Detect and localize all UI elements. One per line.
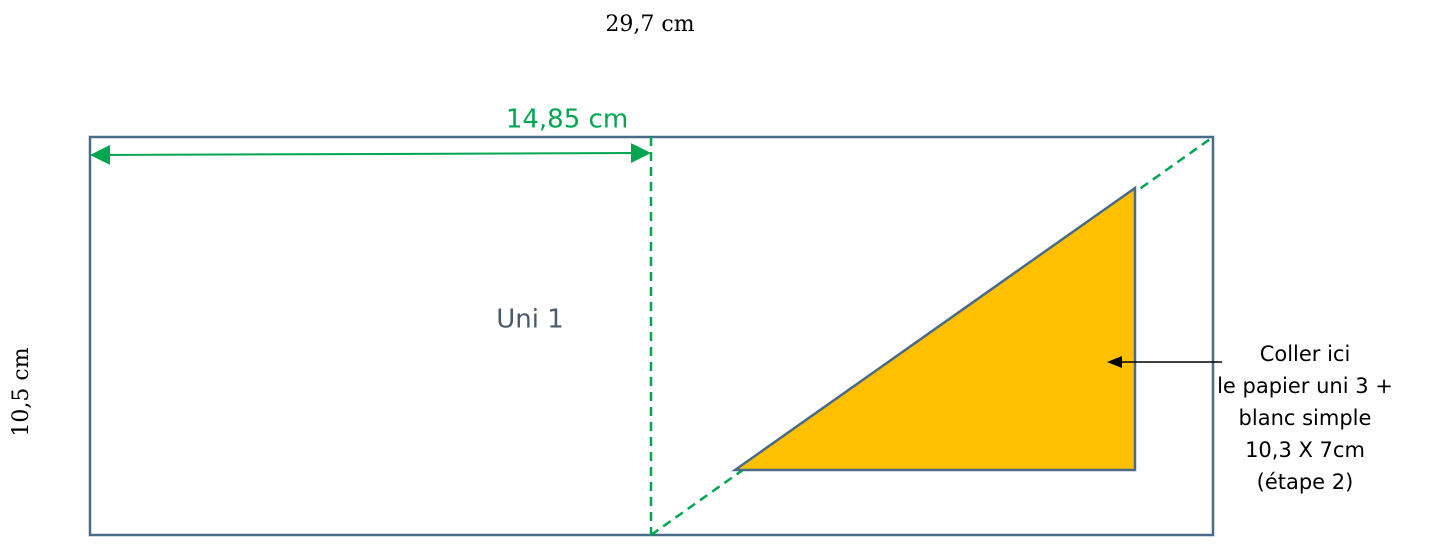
half-label: 14,85 cm xyxy=(506,105,628,135)
dimension-arrow xyxy=(90,143,651,165)
instruction-line: (étape 2) xyxy=(1257,470,1354,494)
panel-label: Uni 1 xyxy=(496,305,564,335)
instruction-line: 10,3 X 7cm xyxy=(1245,438,1365,462)
triangle xyxy=(731,185,1137,472)
height-label: 10,5 cm xyxy=(9,347,34,436)
instruction: Coller ici le papier uni 3 + blanc simple 1… xyxy=(1217,342,1393,494)
instruction-line: Coller ici xyxy=(1260,342,1351,366)
width-label: 29,7 cm xyxy=(605,12,694,37)
instruction-line: le papier uni 3 + xyxy=(1217,374,1393,398)
instruction-line: blanc simple xyxy=(1239,406,1372,430)
